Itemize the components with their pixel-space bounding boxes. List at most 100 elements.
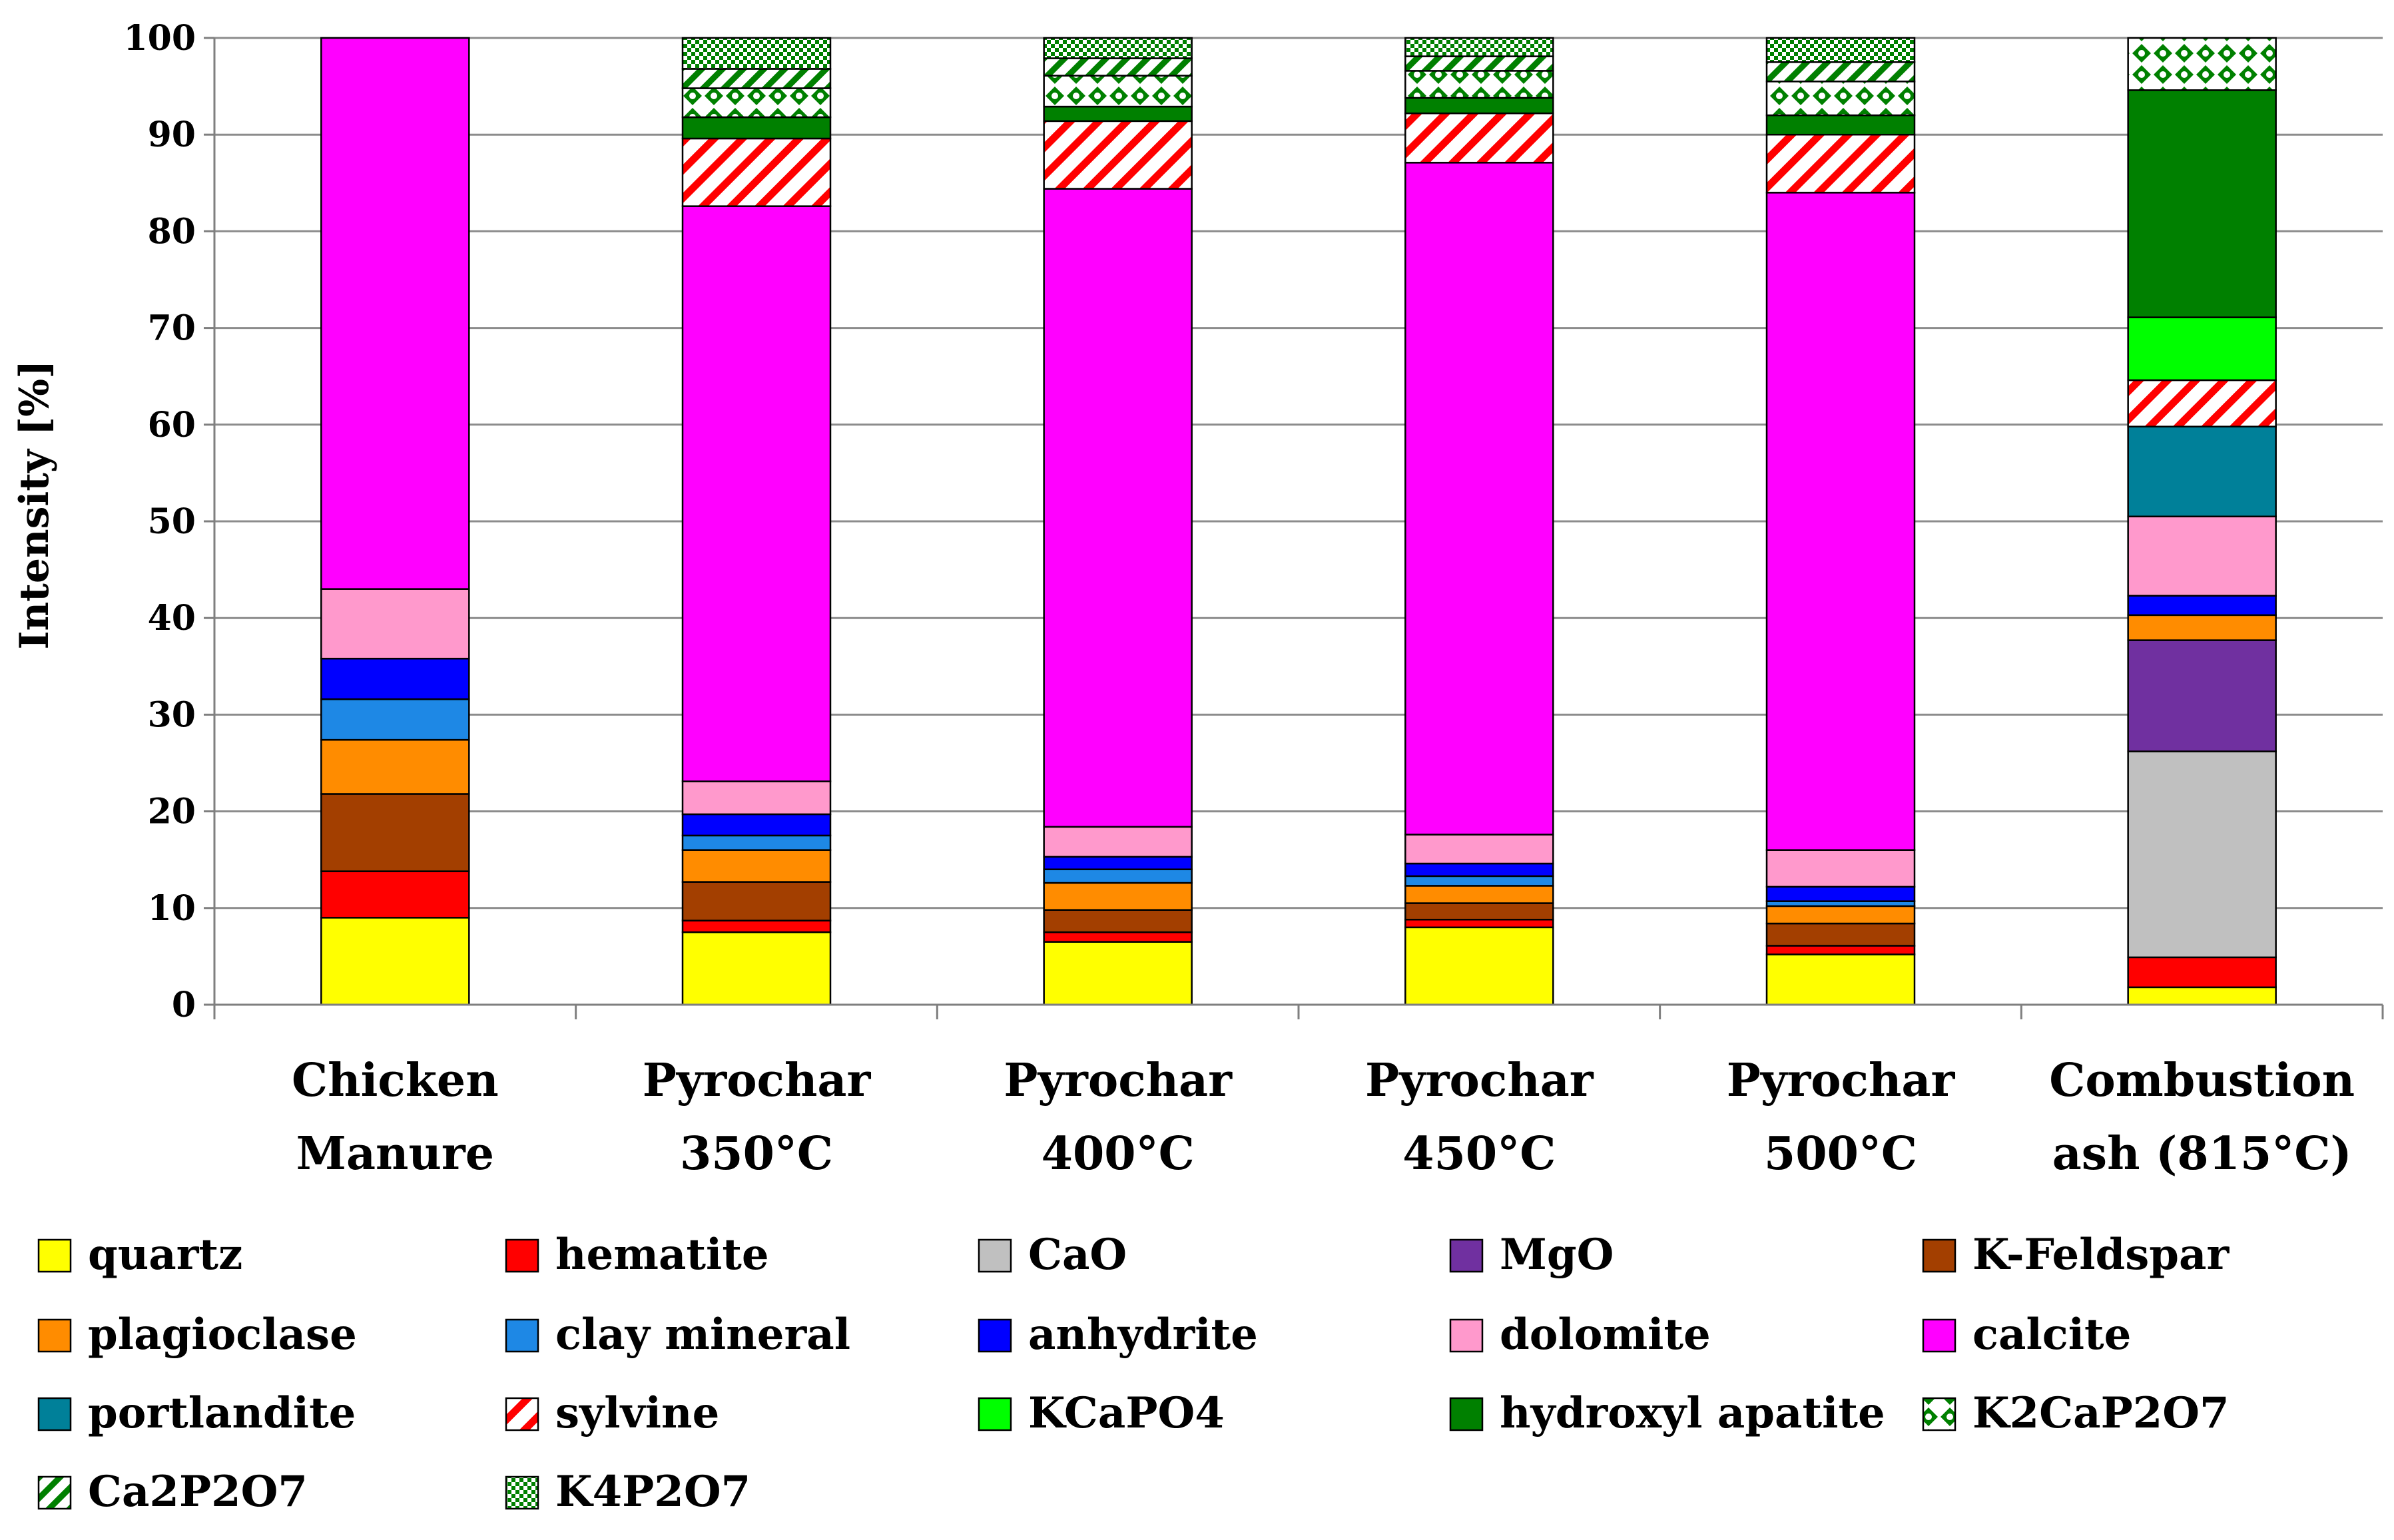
legend-item: sylvine [505,1388,719,1438]
legend-label: KCaPO4 [1028,1388,1225,1438]
legend-item: quartz [37,1230,242,1280]
legend-item: portlandite [37,1388,356,1438]
legend-swatch [1449,1397,1484,1431]
bar-segment-k-feldspar [1043,909,1193,933]
bar-segment-hematite [320,870,470,919]
bar-segment-ca2p2o7 [1765,61,1916,83]
y-tick-label: 50 [148,501,196,542]
legend-swatch [1922,1318,1956,1353]
bar-segment-k-feldspar [1765,922,1916,947]
x-category-label: Manure [296,1127,494,1180]
bar-segment-anhydrite [1765,886,1916,902]
legend-label: K2CaP2O7 [1972,1388,2230,1438]
bar-segment-anhydrite [1043,856,1193,870]
y-tick-label: 100 [123,18,196,59]
bar-segment-plagioclase [681,849,832,883]
bar-segment-plagioclase [2127,614,2277,641]
legend-label: portlandite [88,1388,356,1438]
bar-segment-dolomite [1765,849,1916,888]
legend-label: quartz [88,1230,242,1280]
x-category-label: 450°C [1402,1127,1556,1180]
bar-segment-dolomite [681,780,832,816]
legend-swatch [37,1238,72,1273]
gridlines [204,37,2383,1006]
legend-swatch [505,1238,539,1273]
legend-swatch [1449,1318,1484,1353]
bar-segment-ca2p2o7 [1404,55,1554,72]
x-category-label: Pyrochar [643,1054,872,1107]
bar-segment-calcite [320,37,470,590]
legend-label: K-Feldspar [1972,1230,2230,1280]
legend-item: hematite [505,1230,769,1280]
legend-label: plagioclase [88,1310,357,1360]
legend-swatch [1922,1238,1956,1273]
bar-segment-calcite [681,205,832,782]
y-axis-title: Intensity [%] [11,360,58,649]
bar-segment-sylvine [681,137,832,207]
x-category-labels: Chicken Manure Pyrochar 350°C Pyrochar 400°C P… [292,1054,2355,1180]
bar-segment-k2cap2o7 [1404,70,1554,99]
bar-segment-clay-mineral [1404,875,1554,887]
legend-label: clay mineral [555,1310,850,1360]
legend-label: sylvine [555,1388,719,1438]
legend-item: K-Feldspar [1922,1230,2230,1280]
y-tick-label: 80 [148,211,196,252]
bar-segment-k4p2o7 [1404,37,1554,57]
x-category-label: Chicken [292,1054,499,1107]
bar-segment-sylvine [2127,379,2277,427]
bar-segment-hematite [681,919,832,933]
x-category-label: Pyrochar [1365,1054,1594,1107]
bar-segment-portlandite [2127,425,2277,517]
bar-stack [320,37,470,1006]
bar-stack [1404,37,1554,1006]
bar-segment-anhydrite [2127,595,2277,617]
y-tick-label: 60 [148,405,196,445]
y-tick-label: 90 [148,115,196,155]
legend-swatch [37,1475,72,1510]
bars [320,37,2277,1006]
bar-segment-anhydrite [320,657,470,700]
bar-segment-plagioclase [1404,885,1554,904]
bar-segment-hydroxyl-apatite [1404,97,1554,115]
bar-segment-plagioclase [320,738,470,795]
x-category-label: Pyrochar [1004,1054,1233,1107]
bar-segment-hydroxyl-apatite [1043,105,1193,123]
bar-segment-hematite [2127,956,2277,989]
bar-stack [1043,37,1193,1006]
legend-item: KCaPO4 [978,1388,1225,1438]
legend-swatch [37,1397,72,1431]
bar-segment-k-feldspar [681,881,832,921]
legend-item: anhydrite [978,1310,1258,1360]
bar-segment-clay-mineral [681,834,832,851]
bar-segment-clay-mineral [320,698,470,741]
legend-label: hydroxyl apatite [1500,1388,1885,1438]
legend-swatch [505,1397,539,1431]
bar-segment-k2cap2o7 [681,87,832,119]
legend-item: clay mineral [505,1310,850,1360]
y-tick-label: 30 [148,694,196,735]
x-category-label: 350°C [680,1127,833,1180]
bar-segment-dolomite [320,588,470,660]
bar-segment-k-feldspar [1404,902,1554,921]
y-tick-label: 10 [148,888,196,929]
legend-label: K4P2O7 [555,1467,750,1517]
bar-segment-quartz [681,931,832,1006]
legend-label: Ca2P2O7 [88,1467,308,1517]
x-category-label: Combustion [2049,1054,2355,1107]
bar-segment-hematite [1765,945,1916,955]
x-category-label: 500°C [1764,1127,1917,1180]
bar-segment-cao [2127,750,2277,959]
legend-swatch [505,1318,539,1353]
legend-label: dolomite [1500,1310,1711,1360]
y-tick-label: 20 [148,792,196,832]
bar-stack [1765,37,1916,1006]
legend-swatch [978,1318,1012,1353]
bar-stack [681,37,832,1006]
legend-item: calcite [1922,1310,2131,1360]
x-category-label: 400°C [1042,1127,1195,1180]
legend-label: calcite [1972,1310,2131,1360]
bar-segment-k2cap2o7 [1043,75,1193,108]
bar-segment-mgo [2127,639,2277,752]
bar-stack [2127,37,2277,1006]
x-category-label: ash (815°C) [2052,1127,2352,1180]
